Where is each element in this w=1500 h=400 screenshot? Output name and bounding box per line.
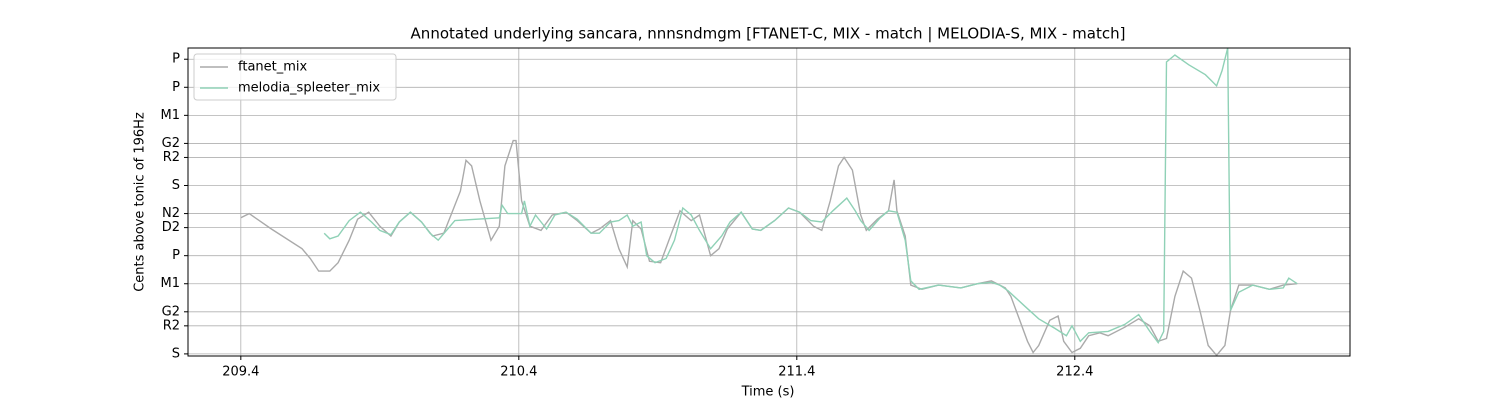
data-line <box>240 139 1298 356</box>
legend-label: melodia_spleeter_mix <box>238 81 380 96</box>
y-tick-label: S <box>172 178 180 193</box>
x-axis-label: Time (s) <box>741 385 795 400</box>
y-tick-label: R2 <box>163 150 180 165</box>
legend: ftanet_mix melodia_spleeter_mix <box>193 53 397 101</box>
y-tick-label: S <box>172 346 180 361</box>
y-tick-label: P <box>172 52 180 67</box>
grid <box>188 48 1350 356</box>
y-tick-label: M1 <box>161 276 181 291</box>
plot-area <box>240 48 1298 356</box>
x-tick-label: 212.4 <box>1056 365 1093 380</box>
y-tick-label: N2 <box>162 206 180 221</box>
y-tick-label: P <box>172 80 180 95</box>
x-tick-label: 210.4 <box>500 365 537 380</box>
axes-frame <box>187 47 1351 357</box>
y-axis-label: Cents above tonic of 196Hz <box>133 112 148 292</box>
chart-title: Annotated underlying sancara, nnnsndmgm … <box>411 25 1126 43</box>
y-tick-label: M1 <box>161 108 181 123</box>
y-tick-label: D2 <box>162 220 180 235</box>
data-line <box>323 48 1298 345</box>
x-tick-label: 211.4 <box>778 365 815 380</box>
x-tick-label: 209.4 <box>222 365 259 380</box>
legend-label: ftanet_mix <box>238 60 308 75</box>
y-tick-label: R2 <box>163 318 180 333</box>
y-tick-label: P <box>172 248 180 263</box>
y-tick-label: G2 <box>162 136 180 151</box>
legend-box <box>193 53 397 101</box>
y-tick-label: G2 <box>162 304 180 319</box>
